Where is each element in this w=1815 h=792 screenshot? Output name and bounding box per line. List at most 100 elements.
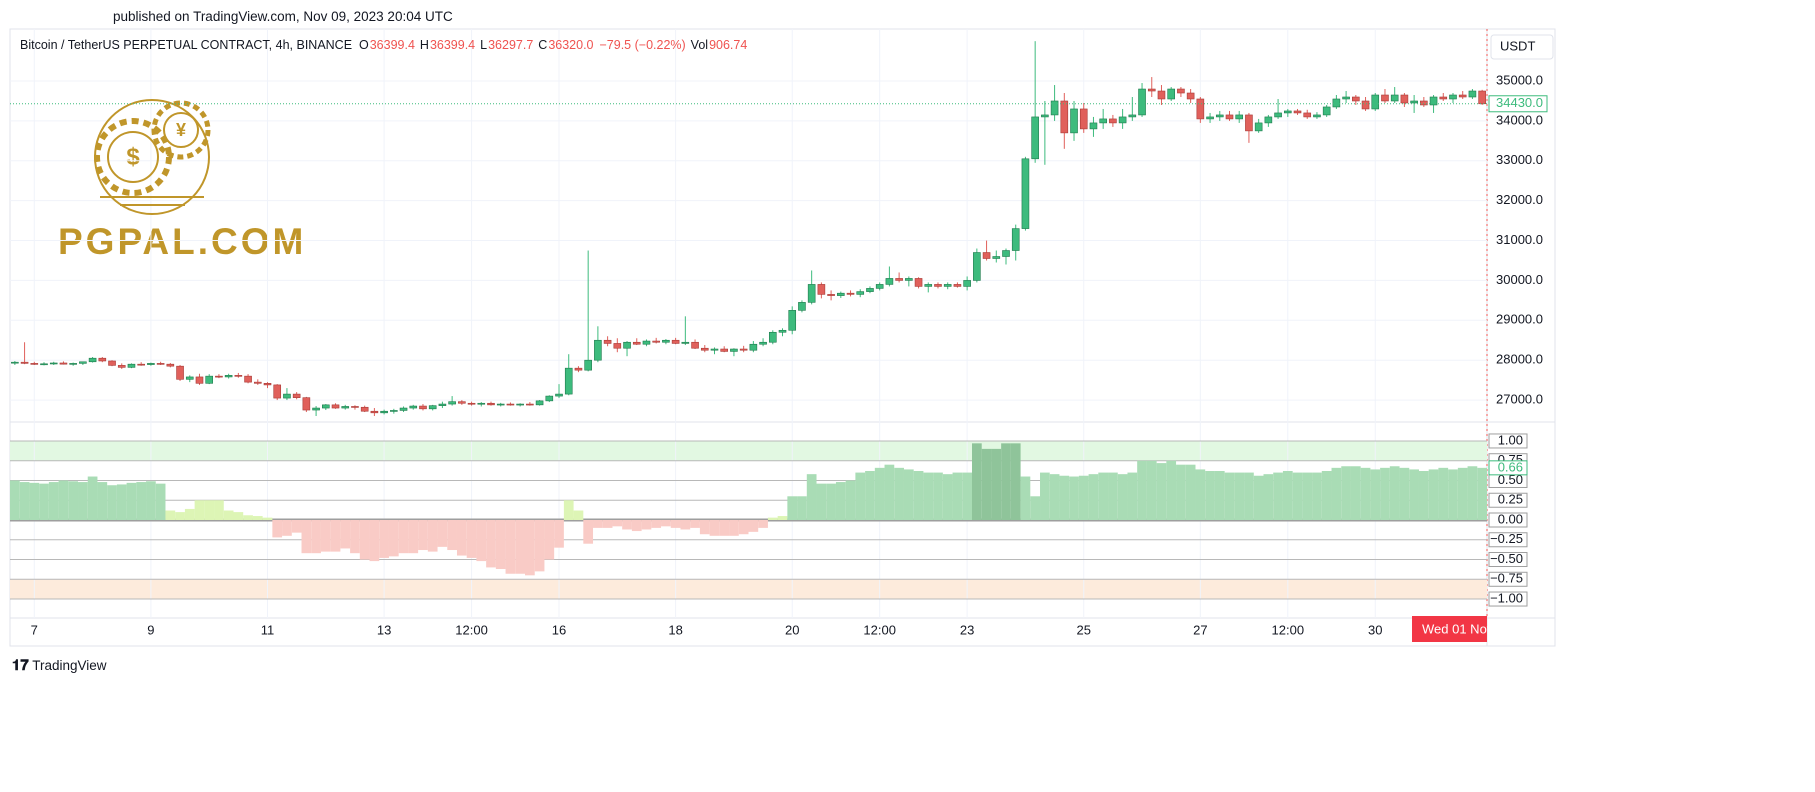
oscillator-bar <box>1360 467 1371 520</box>
oscillator-bar <box>1156 463 1167 520</box>
candle-body <box>1284 110 1292 114</box>
candle-body <box>224 375 233 378</box>
oscillator-bar <box>10 480 20 520</box>
legend-key: H <box>419 38 429 52</box>
candle-body <box>545 395 554 402</box>
oscillator-bar <box>719 520 730 536</box>
oscillator-bar <box>194 500 205 520</box>
candle-body <box>79 361 87 364</box>
candle-body <box>1468 90 1477 98</box>
oscillator-bar <box>1418 471 1429 520</box>
oscillator-last-box <box>1488 460 1528 476</box>
candle-body <box>934 284 942 287</box>
candle-body <box>59 362 68 365</box>
crosshair-badge <box>1412 616 1487 642</box>
candle-body <box>1002 250 1010 257</box>
candle-body <box>1157 90 1166 100</box>
candle-body <box>749 343 758 351</box>
candle-body <box>292 393 301 398</box>
oscillator-bar <box>845 480 856 520</box>
oscillator-bar <box>1467 466 1478 520</box>
crosshair-label: Wed 01 Nov <box>1422 621 1494 636</box>
oscillator-bar <box>505 520 516 574</box>
legend-value: −79.5 (−0.22%) <box>599 38 686 52</box>
oscillator-bar <box>1273 472 1283 520</box>
legend-key: O <box>359 38 369 52</box>
candle-body <box>516 403 524 406</box>
candle-body <box>1322 106 1331 116</box>
candle-body <box>652 340 660 343</box>
candle-body <box>1177 88 1185 94</box>
oscillator-bar <box>155 483 166 520</box>
oscillator-bar <box>612 520 623 527</box>
legend-key: Vol <box>690 38 709 52</box>
candle-body <box>817 284 826 295</box>
oscillator-bar <box>68 481 79 520</box>
candle-body <box>856 291 865 295</box>
y-tick-label: 31000.0 <box>1496 232 1543 247</box>
oscillator-bar <box>408 520 419 554</box>
candle-body <box>409 405 418 409</box>
oscillator-bar <box>1127 472 1138 520</box>
candle-body <box>1332 98 1341 108</box>
candle-body <box>681 341 690 344</box>
candle-body <box>1050 100 1059 116</box>
oscillator-tick-box <box>1488 512 1528 528</box>
logo-symbol: $ <box>126 143 140 170</box>
candle-body <box>351 406 359 408</box>
candle-body <box>1070 108 1078 134</box>
candle-body <box>1099 118 1107 124</box>
candle-body <box>1274 112 1282 118</box>
candle-body <box>380 410 388 414</box>
candle-body <box>69 363 77 365</box>
oscillator-bar <box>1457 467 1468 520</box>
oscillator-bar <box>1253 475 1264 520</box>
oscillator-bar <box>952 472 963 520</box>
logo-gear <box>94 118 172 196</box>
x-tick-label: 12:00 <box>863 622 896 637</box>
oscillator-bar <box>1224 472 1235 520</box>
candle-body <box>1021 158 1030 229</box>
oscillator-bar <box>48 482 59 520</box>
candle-body <box>11 361 19 364</box>
candle-body <box>671 339 680 344</box>
candle-body <box>594 339 602 361</box>
candle-body <box>234 375 243 377</box>
oscillator-bar <box>418 520 428 551</box>
candle-body <box>778 329 787 333</box>
candle-body <box>1011 228 1020 251</box>
oscillator-bar <box>1477 467 1487 520</box>
oscillator-bar <box>204 500 215 520</box>
oscillator-bar <box>1244 472 1254 520</box>
oscillator-bar <box>107 485 117 520</box>
candle-body <box>117 365 126 368</box>
oscillator-bar <box>1350 466 1361 520</box>
tv-icon: 𝟏𝟕 <box>12 657 29 674</box>
oscillator-bar <box>97 482 108 520</box>
oscillator-bar <box>903 469 914 520</box>
candle-body <box>419 405 427 410</box>
candle-body <box>477 402 486 405</box>
candle-body <box>20 361 29 364</box>
oscillator-bar <box>1195 469 1206 520</box>
candle-body <box>147 363 155 365</box>
oscillator-bar <box>767 517 778 520</box>
y-tick-label: 30000.0 <box>1496 272 1543 287</box>
oscillator-bar <box>923 472 934 520</box>
candle-body <box>244 375 252 383</box>
oscillator-bar <box>991 448 1002 520</box>
oscillator-bar <box>320 520 331 552</box>
oscillator-bar <box>913 471 924 520</box>
oscillator-bar <box>1438 467 1449 520</box>
oscillator-tick-label: −1.00 <box>1490 590 1523 605</box>
oscillator-tick-box <box>1488 492 1528 508</box>
candle-body <box>759 341 767 345</box>
candle-body <box>1147 88 1156 92</box>
logo-gear <box>151 100 211 160</box>
candle-body <box>390 410 398 412</box>
candle-body <box>953 284 962 287</box>
oscillator-bar <box>350 520 360 554</box>
oscillator-last-label: 0.66 <box>1498 459 1523 474</box>
oscillator-tick-label: −0.50 <box>1490 551 1523 566</box>
candle-body <box>458 401 466 404</box>
